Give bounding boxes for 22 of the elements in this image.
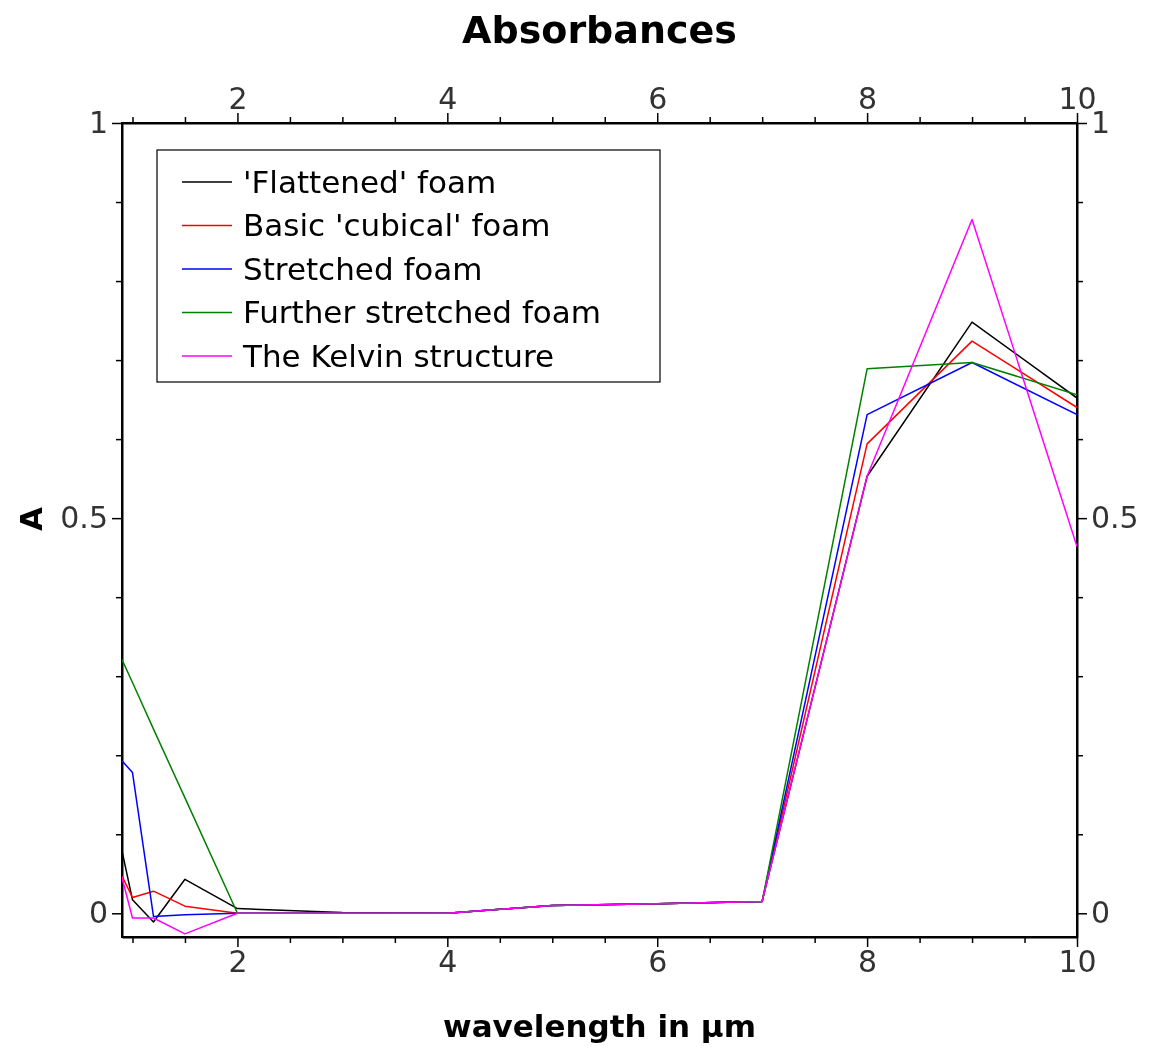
y-tick-label: 1	[88, 105, 108, 141]
legend-label: Basic 'cubical' foam	[243, 207, 551, 244]
x2-tick-label: 2	[228, 81, 248, 116]
x-tick-label: 6	[648, 944, 668, 980]
legend-label: 'Flattened' foam	[243, 163, 497, 200]
x2-tick-label: 8	[858, 81, 878, 116]
legend-label: Further stretched foam	[243, 294, 601, 331]
x-tick-label: 4	[438, 944, 458, 980]
x2-tick-label: 6	[648, 81, 668, 116]
y-tick-label: 0	[88, 895, 108, 931]
y-tick-label: 0.5	[60, 500, 108, 536]
x2-tick-label: 4	[438, 81, 458, 116]
y2-tick-label: 0.5	[1091, 500, 1139, 536]
chart-title: Absorbances	[462, 8, 737, 52]
y-axis-title: A	[13, 507, 49, 531]
legend-label: Stretched foam	[243, 250, 483, 287]
x-tick-label: 10	[1058, 944, 1097, 980]
legend-label: The Kelvin structure	[242, 337, 555, 374]
x-tick-label: 8	[858, 944, 878, 980]
y2-tick-label: 0	[1091, 895, 1111, 931]
x-axis-title: wavelength in µm	[443, 1008, 756, 1044]
x-tick-label: 2	[228, 944, 248, 980]
